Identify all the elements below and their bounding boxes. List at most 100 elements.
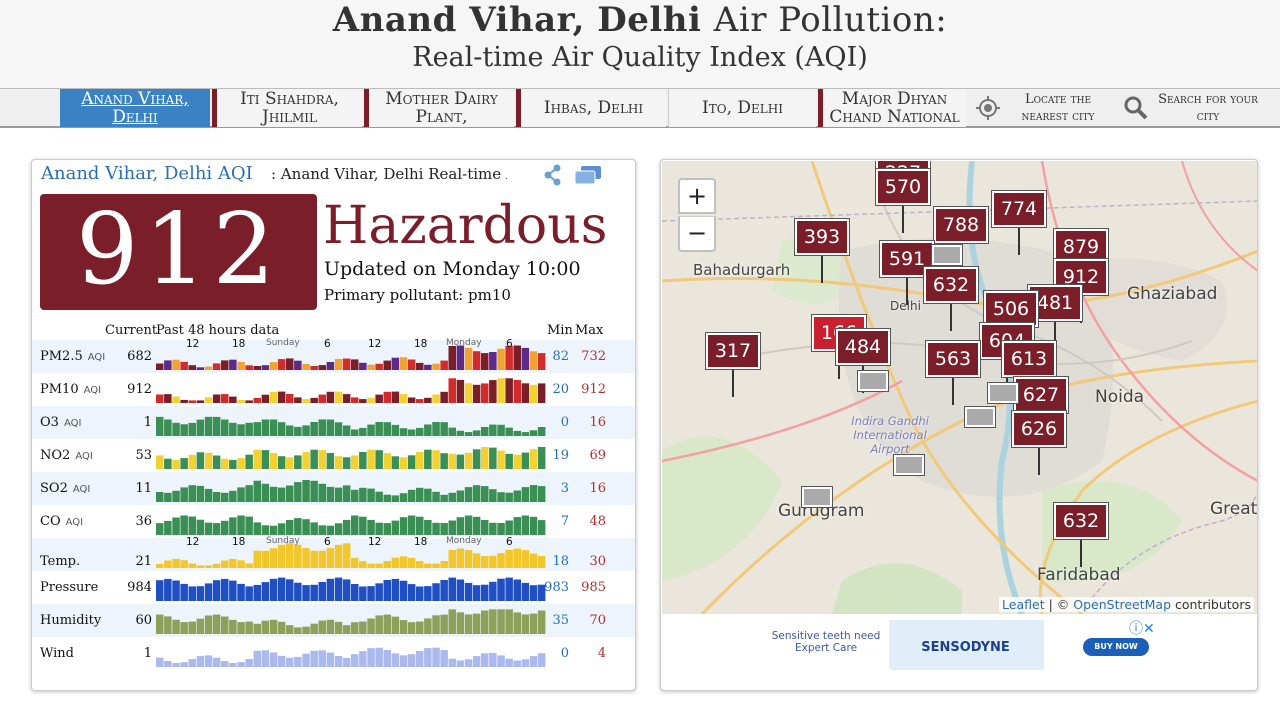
history-bar (424, 424, 432, 436)
aqi-marker[interactable]: 626 (1012, 411, 1066, 447)
history-bar (310, 397, 318, 403)
history-bar (302, 452, 310, 469)
history-bar (310, 650, 318, 667)
history-bar (326, 548, 335, 568)
locate-nearest-city-button[interactable]: Locate the nearest city (968, 89, 1118, 127)
pollutant-row[interactable]: O3 AQI 1 0 16 (32, 406, 635, 439)
pollutant-unit: AQI (87, 352, 106, 363)
history-bar (286, 657, 294, 667)
city-label: Noida (1095, 387, 1145, 407)
history-bar (456, 517, 465, 535)
aqi-marker[interactable]: 484 (836, 329, 890, 365)
history-bar (440, 360, 448, 370)
history-sparkline (156, 480, 546, 502)
history-bar (196, 400, 205, 403)
pollutant-row[interactable]: Pressure 984 983 985 (32, 571, 635, 604)
history-bar (229, 422, 237, 436)
pollutant-row[interactable]: CO AQI 36 7 48 (32, 505, 635, 538)
pollutant-row[interactable]: Wind 1 0 4 (32, 637, 635, 670)
ad-info-close-icon[interactable]: ⓘ✕ (1129, 621, 1155, 637)
history-bar (513, 660, 521, 667)
history-bar (221, 360, 229, 370)
history-sparkline (156, 647, 546, 667)
max-value: 48 (589, 514, 606, 529)
advertisement[interactable]: Sensitive teeth need Expert Care SENSODY… (771, 616, 1161, 678)
tab-anand-vihar[interactable]: Anand Vihar, Delhi (60, 89, 210, 127)
aqi-marker[interactable]: 632 (1054, 503, 1108, 539)
history-bar (245, 563, 253, 568)
history-bar (424, 586, 432, 601)
marker-pin (906, 277, 908, 305)
aqi-marker[interactable]: 774 (992, 191, 1046, 227)
history-bar (229, 517, 237, 535)
history-bar (277, 359, 286, 370)
inactive-station-marker[interactable] (988, 383, 1018, 403)
pollutant-label: NO2 (40, 448, 71, 463)
aqi-marker[interactable]: 563 (926, 341, 980, 377)
history-bar (310, 584, 318, 601)
aqi-marker[interactable]: 591 (880, 241, 934, 277)
aqi-marker[interactable]: 317 (706, 333, 760, 369)
history-bar (383, 391, 391, 403)
history-bar (529, 351, 538, 370)
primary-pollutant: Primary pollutant: pm10 (324, 286, 511, 304)
history-bar (318, 483, 326, 502)
aqi-status: Hazardous (323, 196, 608, 256)
aqi-marker[interactable]: 788 (934, 207, 988, 243)
inactive-station-marker[interactable] (802, 487, 832, 507)
history-bar (391, 357, 400, 370)
history-bar (237, 424, 245, 436)
pollutant-name: NO2 AQI (40, 448, 93, 463)
aqi-marker[interactable]: 570 (876, 169, 930, 205)
history-bar (326, 652, 335, 667)
current-value: 53 (135, 448, 152, 463)
pollutant-row[interactable]: PM2.5 AQI 682 82 732 (32, 340, 635, 373)
tab-ito[interactable]: Ito, Delhi (668, 89, 816, 127)
tab-iti-shahdra[interactable]: Iti Shahdra, Jhilmil (212, 89, 362, 127)
zoom-in-button[interactable]: + (678, 178, 716, 214)
aqi-marker[interactable]: 632 (924, 267, 978, 303)
history-bar (505, 492, 513, 502)
history-bar (302, 585, 310, 601)
ad-buy-button[interactable]: BUY NOW (1083, 638, 1149, 656)
share-icon[interactable] (542, 163, 564, 187)
aqi-marker[interactable]: 613 (1002, 341, 1056, 377)
history-bar (221, 394, 229, 403)
pollutant-row[interactable]: Temp. 21 18 30 (32, 538, 635, 571)
pollutant-row[interactable]: PM10 AQI 912 20 912 (32, 373, 635, 406)
tab-mother-dairy[interactable]: Mother Dairy Plant, (364, 89, 514, 127)
history-bar (351, 622, 359, 634)
osm-link[interactable]: OpenStreetMap (1073, 597, 1171, 612)
inactive-station-marker[interactable] (894, 455, 924, 475)
tab-ihbas[interactable]: Ihbas, Delhi (516, 89, 666, 127)
history-bar (334, 391, 343, 403)
history-bar (269, 652, 278, 667)
search-icon (1124, 96, 1148, 120)
history-bar (383, 614, 391, 634)
inactive-station-marker[interactable] (965, 407, 995, 427)
history-bar (521, 614, 530, 634)
city-map[interactable]: Bahadurgarh Delhi Ghaziabad Noida Indira… (662, 161, 1257, 614)
aqi-marker[interactable]: 506 (984, 291, 1038, 327)
history-bar (180, 487, 188, 502)
history-bar (521, 383, 530, 403)
tab-major-dhyan-chand[interactable]: Major Dhyan Chand National (818, 89, 966, 127)
leaflet-link[interactable]: Leaflet (1002, 597, 1045, 612)
min-value: 983 (544, 580, 569, 595)
aqi-marker[interactable]: 627 (1014, 377, 1068, 413)
aqi-marker[interactable]: 393 (795, 219, 849, 255)
inactive-station-marker[interactable] (932, 245, 962, 265)
inactive-station-marker[interactable] (858, 371, 888, 391)
history-bar (359, 362, 367, 370)
pollutant-row[interactable]: SO2 AQI 11 3 16 (32, 472, 635, 505)
history-bar (391, 616, 400, 634)
search-city-button[interactable]: Search for your city (1120, 89, 1280, 127)
card-title[interactable]: Anand Vihar, Delhi AQI (41, 163, 253, 184)
pollutant-row[interactable]: NO2 AQI 53 19 69 (32, 439, 635, 472)
history-bar (294, 426, 302, 436)
widget-icon[interactable] (573, 165, 603, 187)
history-bar (367, 519, 375, 535)
pollutant-row[interactable]: Humidity 60 35 70 (32, 604, 635, 637)
history-bar (351, 557, 359, 568)
zoom-out-button[interactable]: − (678, 216, 716, 252)
